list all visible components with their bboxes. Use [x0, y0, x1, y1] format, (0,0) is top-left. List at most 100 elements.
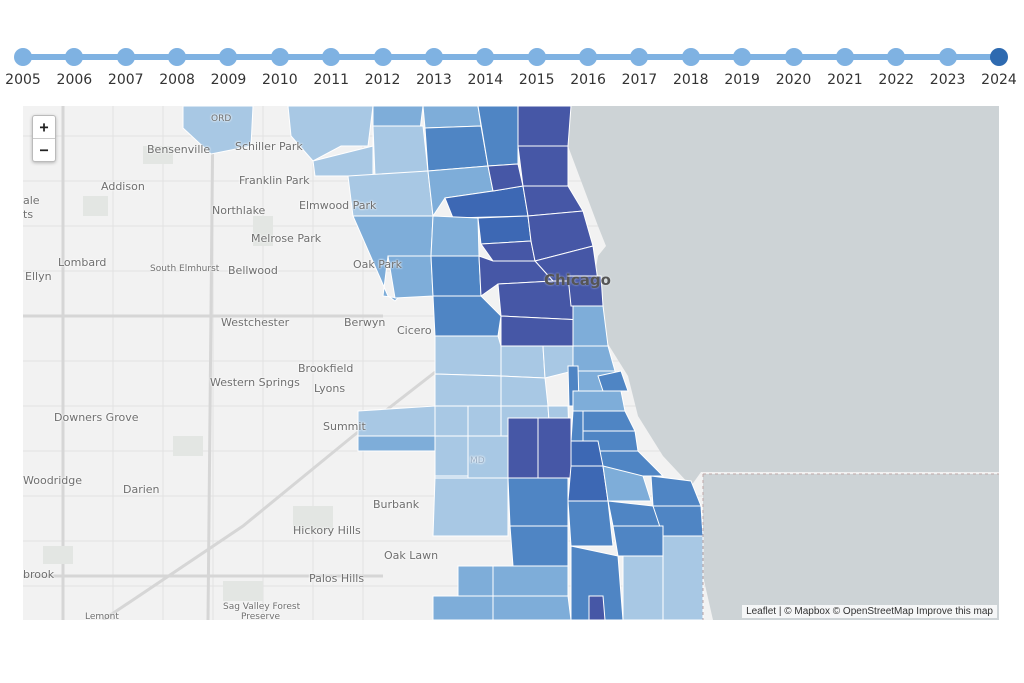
area-north-park[interactable]	[422, 106, 482, 129]
timeline-label-2020[interactable]: 2020	[775, 72, 812, 88]
area-kenwood[interactable]	[597, 370, 629, 392]
timeline-label-2024[interactable]: 2024	[981, 72, 1017, 88]
timeline-tick-2012[interactable]	[373, 48, 392, 66]
area-avalon-park[interactable]	[602, 465, 652, 502]
timeline-tick-2018[interactable]	[681, 48, 700, 66]
timeline-tick-2008[interactable]	[168, 48, 187, 66]
area-morgan-park[interactable]	[492, 565, 569, 597]
timeline-label-2011[interactable]: 2011	[313, 72, 350, 88]
map-attribution: Leaflet | © Mapbox © OpenStreetMap Impro…	[742, 605, 997, 618]
area-mckinley-park[interactable]	[500, 375, 549, 407]
area-lower-west[interactable]	[500, 345, 546, 379]
area-burnside[interactable]	[588, 595, 606, 620]
area-greater-grand[interactable]	[570, 440, 604, 467]
timeline-label-2012[interactable]: 2012	[364, 72, 401, 88]
area-beverly[interactable]	[457, 565, 494, 597]
timeline-label-2009[interactable]: 2009	[210, 72, 247, 88]
zoom-out-button[interactable]: −	[33, 138, 55, 161]
area-edgewater[interactable]	[517, 145, 569, 187]
area-lincoln-square[interactable]	[487, 163, 524, 192]
label-woodridge: Woodridge	[23, 474, 82, 487]
timeline-tick-2019[interactable]	[733, 48, 752, 66]
choropleth-map[interactable]: ORD Bensenville Schiller Park Franklin P…	[23, 106, 999, 620]
timeline-tick-2017[interactable]	[630, 48, 649, 66]
area-englewood[interactable]	[537, 417, 572, 479]
area-chatham[interactable]	[567, 465, 609, 502]
timeline-label-2007[interactable]: 2007	[107, 72, 144, 88]
area-east-side[interactable]	[662, 535, 704, 620]
timeline-tick-2006[interactable]	[65, 48, 84, 66]
area-mount-greenwood[interactable]	[432, 595, 494, 620]
year-timeline: 2005 2006 2007 2008 2009 2010 2011 2012 2013 2014…	[0, 0, 1024, 100]
timeline-tick-2010[interactable]	[270, 48, 289, 66]
area-ohare[interactable]	[182, 106, 254, 155]
area-rogers-park[interactable]	[517, 106, 572, 147]
timeline-label-2010[interactable]: 2010	[262, 72, 298, 88]
timeline-tick-2022[interactable]	[887, 48, 906, 66]
timeline-label-2016[interactable]: 2016	[570, 72, 606, 88]
area-west-englewood[interactable]	[507, 417, 539, 479]
area-douglas[interactable]	[572, 345, 616, 372]
area-garfield-ridge[interactable]	[357, 405, 436, 437]
timeline-label-2018[interactable]: 2018	[672, 72, 709, 88]
mapbox-link[interactable]: © Mapbox	[784, 606, 830, 617]
timeline-label-2014[interactable]: 2014	[467, 72, 504, 88]
area-south-lawndale[interactable]	[434, 373, 502, 407]
area-grand-boulevard[interactable]	[572, 390, 626, 412]
area-roseland[interactable]	[567, 500, 614, 547]
improve-map-link[interactable]: Improve this map	[916, 606, 993, 617]
osm-link[interactable]: © OpenStreetMap	[832, 606, 914, 617]
timeline-tick-2015[interactable]	[527, 48, 546, 66]
area-hermosa[interactable]	[477, 215, 532, 245]
timeline-tick-2020[interactable]	[784, 48, 803, 66]
area-belmont-cragin[interactable]	[430, 215, 480, 257]
timeline-label-2015[interactable]: 2015	[518, 72, 555, 88]
area-forest-glen[interactable]	[372, 125, 429, 177]
timeline-label-2005[interactable]: 2005	[5, 72, 41, 88]
area-north-lawndale[interactable]	[434, 335, 502, 377]
area-humboldt-park[interactable]	[430, 255, 482, 297]
timeline-label-2023[interactable]: 2023	[929, 72, 966, 88]
area-norwood-park[interactable]	[287, 106, 374, 162]
timeline-tick-2023[interactable]	[938, 48, 957, 66]
timeline-label-2006[interactable]: 2006	[56, 72, 93, 88]
label-ale: ale	[23, 194, 40, 207]
area-west-elsdon[interactable]	[434, 435, 469, 477]
area-west-pullman[interactable]	[492, 595, 572, 620]
timeline-label-2022[interactable]: 2022	[878, 72, 915, 88]
timeline-tick-2013[interactable]	[424, 48, 443, 66]
timeline-tick-2011[interactable]	[322, 48, 341, 66]
timeline-tick-2021[interactable]	[835, 48, 854, 66]
timeline-tick-2009[interactable]	[219, 48, 238, 66]
area-hegewisch[interactable]	[622, 555, 664, 620]
highways	[23, 106, 444, 620]
area-washington-heights[interactable]	[509, 525, 569, 567]
timeline-tick-2005[interactable]	[14, 48, 32, 66]
area-ashburn[interactable]	[432, 477, 509, 537]
leaflet-link[interactable]: Leaflet	[746, 606, 777, 617]
timeline-label-2021[interactable]: 2021	[827, 72, 863, 88]
timeline-tick-2016[interactable]	[579, 48, 598, 66]
label-burbank: Burbank	[373, 498, 420, 511]
timeline-tick-2014[interactable]	[476, 48, 495, 66]
timeline-label-2017[interactable]: 2017	[621, 72, 658, 88]
area-albany-park[interactable]	[424, 125, 489, 172]
area-gage-park[interactable]	[467, 405, 502, 437]
map-canvas[interactable]	[23, 106, 999, 620]
label-ts: ts	[23, 208, 34, 221]
timeline-label-2019[interactable]: 2019	[724, 72, 760, 88]
area-riverdale[interactable]	[570, 545, 624, 620]
label-brook: brook	[23, 568, 55, 581]
timeline-label-2013[interactable]: 2013	[416, 72, 452, 88]
timeline-tick-2024[interactable]	[990, 48, 1008, 66]
timeline-label-2008[interactable]: 2008	[159, 72, 195, 88]
timeline-track[interactable]	[23, 54, 999, 60]
area-west-garfield[interactable]	[432, 295, 502, 337]
area-clearing[interactable]	[357, 435, 436, 452]
area-auburn-gresham[interactable]	[507, 477, 569, 527]
area-pullman[interactable]	[612, 525, 664, 557]
timeline-tick-2007[interactable]	[116, 48, 135, 66]
area-washington-park[interactable]	[570, 410, 584, 442]
area-near-south[interactable]	[572, 305, 609, 347]
zoom-in-button[interactable]: +	[39, 118, 49, 136]
